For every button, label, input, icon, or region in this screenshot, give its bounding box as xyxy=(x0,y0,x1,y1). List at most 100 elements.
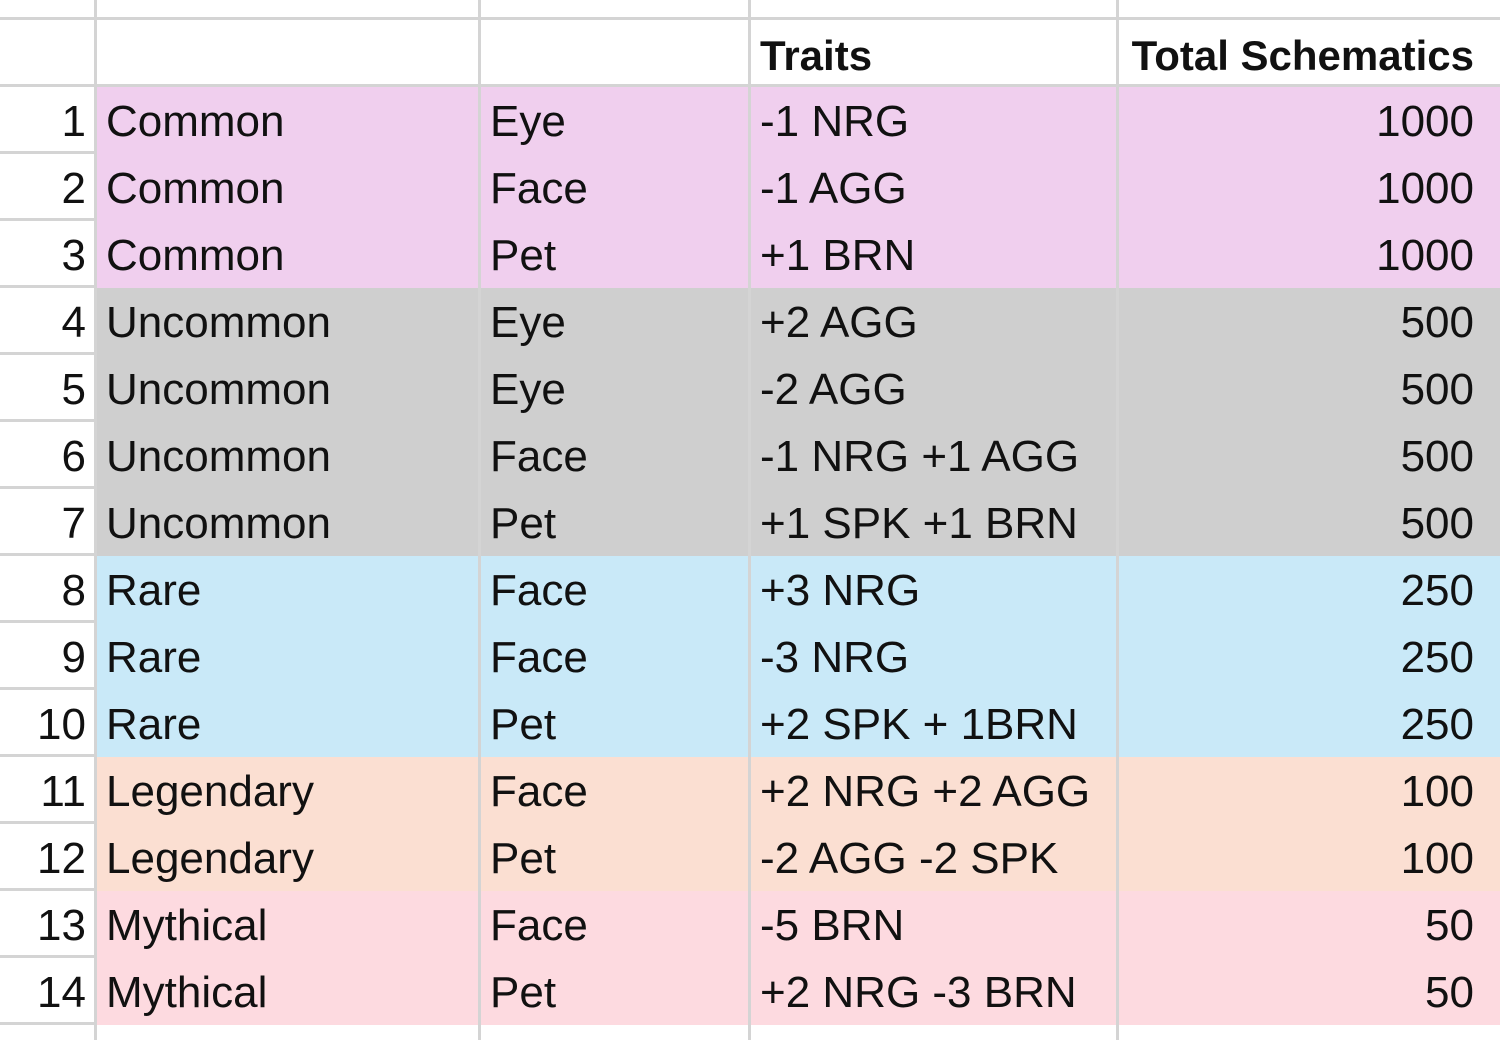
row-number: 8 xyxy=(61,566,86,615)
cell-traits[interactable]: -2 AGG -2 SPK xyxy=(760,834,1059,883)
cell-traits[interactable]: +2 SPK + 1BRN xyxy=(760,700,1078,749)
table-row: 12 Legendary Pet -2 AGG -2 SPK 100 xyxy=(0,824,1500,891)
cell-rarity[interactable]: Legendary xyxy=(106,767,314,816)
cell-rarity[interactable]: Common xyxy=(106,97,285,146)
table-row: 14 Mythical Pet +2 NRG -3 BRN 50 xyxy=(0,958,1500,1025)
row-number: 11 xyxy=(40,767,86,816)
table-row: 9 Rare Face -3 NRG 250 xyxy=(0,623,1500,690)
row-fill xyxy=(94,958,1500,1025)
table-row: 13 Mythical Face -5 BRN 50 xyxy=(0,891,1500,958)
cell-total-schematics[interactable]: 1000 xyxy=(1376,97,1474,146)
row-number: 2 xyxy=(61,164,86,213)
cell-rarity[interactable]: Mythical xyxy=(106,968,268,1017)
cell-total-schematics[interactable]: 100 xyxy=(1400,834,1474,883)
row-number: 7 xyxy=(61,499,86,548)
cell-slot[interactable]: Face xyxy=(490,901,588,950)
row-fill xyxy=(94,422,1500,489)
cell-traits[interactable]: +1 BRN xyxy=(760,231,916,280)
table-row: 6 Uncommon Face -1 NRG +1 AGG 500 xyxy=(0,422,1500,489)
row-number: 1 xyxy=(61,97,86,146)
cell-rarity[interactable]: Rare xyxy=(106,633,202,682)
cell-rarity[interactable]: Uncommon xyxy=(106,432,331,481)
cell-traits[interactable]: -2 AGG xyxy=(760,365,907,414)
cell-slot[interactable]: Pet xyxy=(490,968,557,1017)
table-row: 5 Uncommon Eye -2 AGG 500 xyxy=(0,355,1500,422)
table-row: 10 Rare Pet +2 SPK + 1BRN 250 xyxy=(0,690,1500,757)
row-number: 6 xyxy=(61,432,86,481)
cell-slot[interactable]: Eye xyxy=(490,97,566,146)
row-fill xyxy=(94,87,1500,154)
cell-rarity[interactable]: Common xyxy=(106,164,285,213)
cell-slot[interactable]: Face xyxy=(490,432,588,481)
cell-rarity[interactable]: Rare xyxy=(106,700,202,749)
row-fill xyxy=(94,891,1500,958)
row-number: 4 xyxy=(61,298,86,347)
cell-traits[interactable]: +2 NRG -3 BRN xyxy=(760,968,1077,1017)
cell-total-schematics[interactable]: 500 xyxy=(1400,499,1474,548)
row-fill xyxy=(94,690,1500,757)
row-fill xyxy=(94,355,1500,422)
cell-traits[interactable]: -1 NRG xyxy=(760,97,910,146)
header-total-schematics[interactable]: Total Schematics xyxy=(1131,32,1474,79)
gridline xyxy=(1116,0,1119,1040)
cell-slot[interactable]: Pet xyxy=(490,231,557,280)
row-number: 13 xyxy=(37,901,86,950)
row-number: 3 xyxy=(61,231,86,280)
cell-total-schematics[interactable]: 50 xyxy=(1425,901,1474,950)
cell-slot[interactable]: Face xyxy=(490,767,588,816)
cell-traits[interactable]: +2 AGG xyxy=(760,298,918,347)
cell-total-schematics[interactable]: 50 xyxy=(1425,968,1474,1017)
cell-traits[interactable]: +3 NRG xyxy=(760,566,921,615)
table-row: 7 Uncommon Pet +1 SPK +1 BRN 500 xyxy=(0,489,1500,556)
cell-rarity[interactable]: Uncommon xyxy=(106,298,331,347)
gridline xyxy=(94,0,97,1040)
row-number: 9 xyxy=(61,633,86,682)
cell-rarity[interactable]: Uncommon xyxy=(106,499,331,548)
table-row: 4 Uncommon Eye +2 AGG 500 xyxy=(0,288,1500,355)
row-fill xyxy=(94,824,1500,891)
row-fill xyxy=(94,154,1500,221)
cell-rarity[interactable]: Mythical xyxy=(106,901,268,950)
cell-slot[interactable]: Face xyxy=(490,566,588,615)
cell-traits[interactable]: -5 BRN xyxy=(760,901,905,950)
cell-total-schematics[interactable]: 500 xyxy=(1400,365,1474,414)
cell-slot[interactable]: Face xyxy=(490,633,588,682)
cell-traits[interactable]: -1 NRG +1 AGG xyxy=(760,432,1080,481)
cell-slot[interactable]: Pet xyxy=(490,834,557,883)
row-fill xyxy=(94,556,1500,623)
cell-slot[interactable]: Pet xyxy=(490,499,557,548)
row-number: 5 xyxy=(61,365,86,414)
cell-total-schematics[interactable]: 500 xyxy=(1400,432,1474,481)
gridline xyxy=(478,0,481,1040)
cell-rarity[interactable]: Common xyxy=(106,231,285,280)
cell-slot[interactable]: Pet xyxy=(490,700,557,749)
row-fill xyxy=(94,757,1500,824)
cell-total-schematics[interactable]: 1000 xyxy=(1376,164,1474,213)
cell-traits[interactable]: -3 NRG xyxy=(760,633,910,682)
cell-slot[interactable]: Face xyxy=(490,164,588,213)
cell-rarity[interactable]: Uncommon xyxy=(106,365,331,414)
cell-rarity[interactable]: Legendary xyxy=(106,834,314,883)
cell-rarity[interactable]: Rare xyxy=(106,566,202,615)
cell-total-schematics[interactable]: 500 xyxy=(1400,298,1474,347)
cell-total-schematics[interactable]: 1000 xyxy=(1376,231,1474,280)
cell-slot[interactable]: Eye xyxy=(490,365,566,414)
row-number: 10 xyxy=(37,700,86,749)
row-number: 14 xyxy=(37,968,86,1017)
row-fill xyxy=(94,623,1500,690)
cell-total-schematics[interactable]: 250 xyxy=(1400,566,1474,615)
cell-traits[interactable]: +2 NRG +2 AGG xyxy=(760,767,1091,816)
cell-slot[interactable]: Eye xyxy=(490,298,566,347)
cell-total-schematics[interactable]: 250 xyxy=(1400,700,1474,749)
header-traits[interactable]: Traits xyxy=(760,32,873,79)
row-fill xyxy=(94,489,1500,556)
cell-traits[interactable]: -1 AGG xyxy=(760,164,907,213)
row-fill xyxy=(94,288,1500,355)
gridline xyxy=(748,0,751,1040)
cell-total-schematics[interactable]: 100 xyxy=(1400,767,1474,816)
cell-traits[interactable]: +1 SPK +1 BRN xyxy=(760,499,1078,548)
table-row: 3 Common Pet +1 BRN 1000 xyxy=(0,221,1500,288)
cell-total-schematics[interactable]: 250 xyxy=(1400,633,1474,682)
table-row: 2 Common Face -1 AGG 1000 xyxy=(0,154,1500,221)
